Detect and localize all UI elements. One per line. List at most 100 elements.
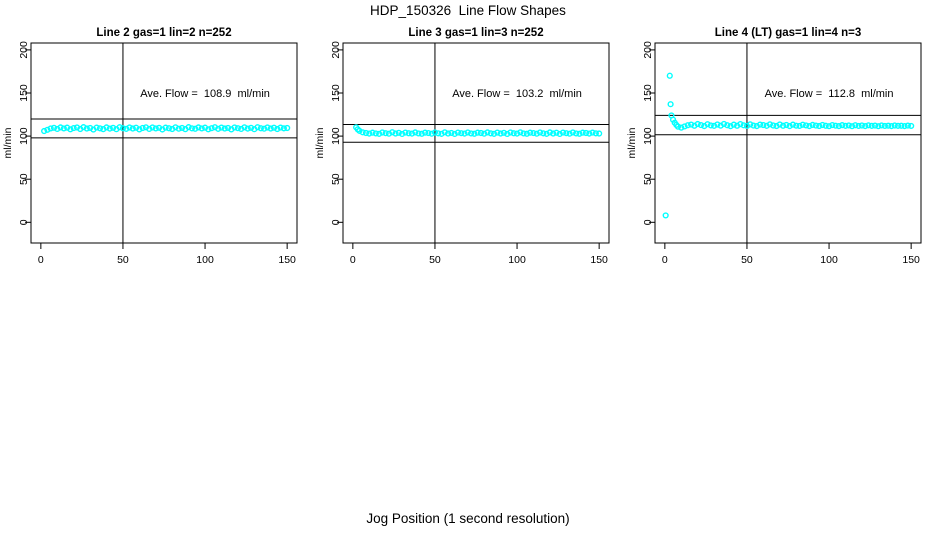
data-point bbox=[579, 129, 586, 136]
data-point bbox=[83, 125, 90, 132]
data-point bbox=[178, 124, 186, 132]
data-point bbox=[796, 122, 803, 130]
data-point bbox=[527, 129, 534, 136]
data-point bbox=[885, 122, 892, 129]
data-point bbox=[192, 125, 199, 132]
data-point bbox=[392, 130, 399, 137]
data-point bbox=[582, 129, 590, 137]
data-point bbox=[684, 122, 691, 129]
data-point bbox=[848, 123, 856, 130]
data-point bbox=[845, 122, 852, 129]
ave-flow-annotation: Ave. Flow = 112.8 ml/min bbox=[765, 88, 894, 100]
data-point bbox=[231, 124, 238, 131]
data-point bbox=[136, 126, 143, 133]
panel-title: Line 2 gas=1 lin=2 n=252 bbox=[96, 27, 231, 39]
ave-flow-annotation: Ave. Flow = 108.9 ml/min bbox=[140, 88, 270, 100]
data-point bbox=[908, 122, 915, 130]
data-point bbox=[402, 129, 409, 136]
data-point bbox=[70, 124, 77, 132]
data-point bbox=[852, 122, 859, 129]
data-point bbox=[865, 122, 872, 129]
data-point bbox=[711, 122, 718, 129]
plot-box bbox=[30, 42, 298, 244]
data-point bbox=[546, 129, 553, 136]
data-point bbox=[829, 121, 836, 129]
panel-line2-plot: Line 2 gas=1 lin=2 n=252 0 50 100 150 0 50 100 1… bbox=[2, 27, 298, 266]
data-point bbox=[385, 130, 393, 137]
data-point bbox=[428, 130, 435, 137]
data-point bbox=[832, 122, 839, 129]
outlier-point bbox=[662, 212, 669, 219]
data-point bbox=[162, 124, 169, 131]
data-point bbox=[566, 130, 573, 137]
data-point bbox=[451, 130, 458, 138]
data-point bbox=[195, 124, 202, 131]
x-tick-label: 0 bbox=[38, 254, 44, 266]
data-point bbox=[586, 130, 593, 137]
data-point bbox=[270, 124, 278, 131]
data-point bbox=[458, 130, 465, 137]
main-title: HDP_150326 Line Flow Shapes bbox=[370, 3, 566, 18]
data-point bbox=[855, 122, 862, 130]
data-point bbox=[674, 123, 682, 130]
data-point bbox=[789, 121, 797, 128]
data-point bbox=[96, 125, 104, 132]
data-point bbox=[862, 123, 869, 130]
data-point bbox=[878, 122, 885, 129]
x-tick-label: 150 bbox=[902, 254, 920, 266]
data-point bbox=[362, 129, 370, 137]
data-point bbox=[379, 129, 386, 136]
data-point bbox=[280, 125, 287, 132]
y-axis-unit-label: ml/min bbox=[626, 127, 638, 158]
data-point bbox=[264, 124, 271, 131]
data-point bbox=[103, 124, 110, 131]
y-axis-unit-label: ml/min bbox=[314, 127, 326, 158]
data-point bbox=[573, 130, 580, 137]
outlier-point bbox=[667, 101, 674, 108]
data-point bbox=[359, 129, 366, 136]
data-point bbox=[376, 130, 383, 137]
data-point bbox=[812, 122, 820, 129]
data-point bbox=[57, 124, 64, 131]
data-point bbox=[399, 130, 406, 138]
data-point bbox=[510, 130, 517, 137]
x-tick-label: 150 bbox=[590, 254, 608, 266]
data-point bbox=[405, 130, 412, 137]
data-point bbox=[766, 121, 774, 128]
data-point bbox=[576, 130, 583, 137]
data-point bbox=[395, 129, 402, 136]
data-point bbox=[750, 122, 757, 129]
data-point bbox=[172, 124, 179, 131]
y-tick-label: 100 bbox=[642, 127, 654, 145]
data-point bbox=[517, 129, 524, 136]
data-point bbox=[471, 130, 478, 137]
y-tick-label: 150 bbox=[642, 84, 654, 102]
data-point bbox=[707, 122, 714, 129]
data-point bbox=[461, 130, 468, 137]
data-point bbox=[507, 129, 514, 136]
data-point bbox=[369, 129, 376, 136]
data-point bbox=[116, 124, 123, 131]
data-point bbox=[556, 130, 563, 138]
data-point bbox=[596, 130, 603, 137]
data-point bbox=[504, 130, 511, 138]
x-tick-label: 0 bbox=[662, 254, 668, 266]
data-point bbox=[871, 122, 879, 129]
data-point bbox=[218, 124, 225, 131]
data-point bbox=[425, 129, 432, 137]
data-point bbox=[356, 127, 363, 134]
data-point bbox=[277, 124, 284, 131]
data-point bbox=[523, 130, 531, 137]
outlier-point bbox=[666, 72, 673, 79]
data-point bbox=[444, 130, 452, 137]
data-point bbox=[793, 122, 800, 129]
data-point bbox=[109, 124, 117, 131]
data-point bbox=[129, 125, 136, 132]
data-point bbox=[704, 121, 711, 128]
data-point bbox=[494, 129, 501, 136]
y-tick-label: 50 bbox=[18, 173, 30, 185]
data-point bbox=[901, 123, 908, 130]
data-point bbox=[215, 125, 222, 132]
y-tick-label: 50 bbox=[642, 173, 654, 185]
y-axis-unit-label: ml/min bbox=[2, 127, 14, 158]
